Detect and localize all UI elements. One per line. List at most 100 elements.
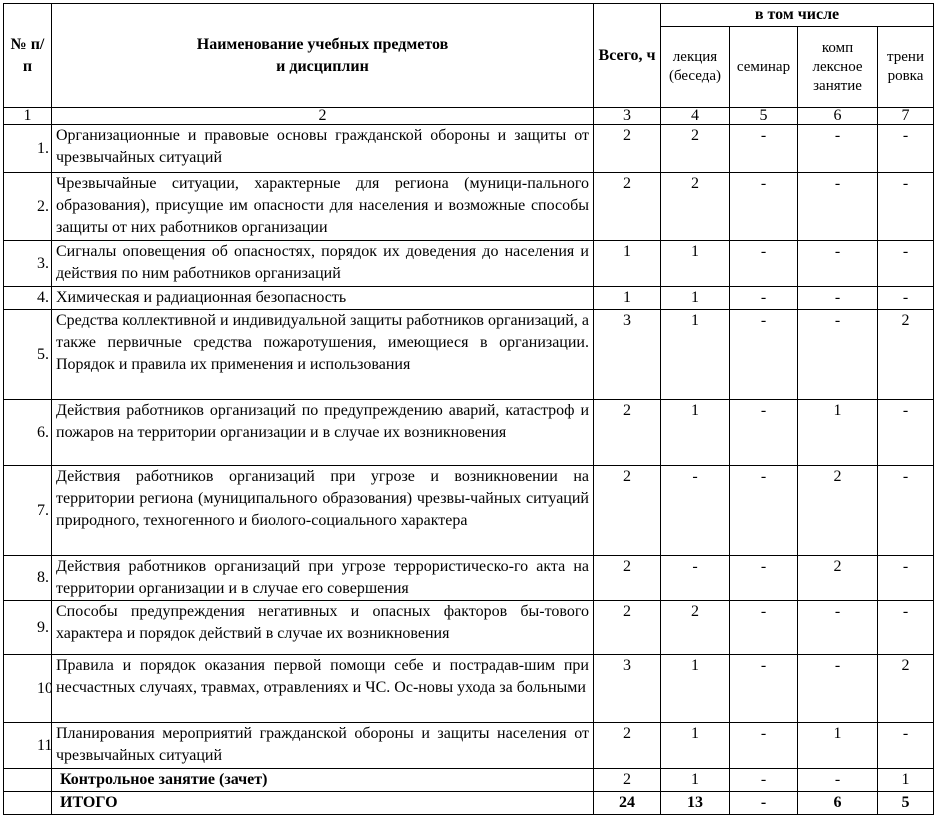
table-row: 2. Чрезвычайные ситуации, характерные для… (3, 172, 934, 241)
table-row: 1. Организационные и правовые основы граж… (3, 124, 934, 173)
row-total: 1 (593, 240, 661, 287)
row-number: 1. (3, 124, 52, 173)
row-total: 2 (593, 555, 661, 601)
header-name: Наименование учебных предметов и дисципли… (51, 3, 594, 108)
table-row: 10.Правила и порядок оказания первой пом… (3, 654, 934, 723)
row-complex: 2 (797, 465, 878, 556)
row-complex: - (797, 124, 878, 173)
row-number: 7. (3, 465, 52, 556)
row-training: - (877, 286, 934, 310)
row-number: 4. (3, 286, 52, 310)
row-seminar: - (729, 600, 798, 655)
row-total: 1 (593, 286, 661, 310)
row-seminar: - (729, 124, 798, 173)
row-training: - (877, 600, 934, 655)
itogo-name: ИТОГО (51, 791, 594, 815)
row-total: 3 (593, 309, 661, 400)
row-lecture: 1 (660, 399, 730, 466)
row-lecture: 2 (660, 124, 730, 173)
header-seminar: семинар (729, 26, 798, 108)
itogo-lecture: 13 (660, 791, 730, 815)
row-name: Средства коллективной и индивидуальной з… (51, 309, 594, 400)
header-total: Всего, ч (593, 3, 661, 108)
control-total: 2 (593, 768, 661, 792)
table-row: 5. Средства коллективной и индивидуальной… (3, 309, 934, 400)
row-seminar: - (729, 240, 798, 287)
control-training: 1 (877, 768, 934, 792)
row-complex: - (797, 654, 878, 723)
row-complex: - (797, 600, 878, 655)
row-name: Чрезвычайные ситуации, характерные для р… (51, 172, 594, 241)
row-number: 11. (3, 722, 52, 769)
row-seminar: - (729, 399, 798, 466)
row-total: 3 (593, 654, 661, 723)
row-complex: - (797, 172, 878, 241)
row-lecture: - (660, 555, 730, 601)
row-training: - (877, 722, 934, 769)
row-total: 2 (593, 124, 661, 173)
row-training: 2 (877, 309, 934, 400)
index-cell: 1 (3, 107, 52, 125)
row-training: - (877, 555, 934, 601)
row-name: Сигналы оповещения об опасностях, порядо… (51, 240, 594, 287)
table-row: 4. Химическая и радиационная безопасность… (3, 286, 934, 310)
row-number: 10. (3, 654, 52, 723)
row-number (3, 768, 52, 792)
itogo-seminar: - (729, 791, 798, 815)
index-cell: 7 (877, 107, 934, 125)
row-number: 9. (3, 600, 52, 655)
row-number: 5. (3, 309, 52, 400)
row-name: Планирования мероприятий гражданской обо… (51, 722, 594, 769)
header-name-line2: и дисциплин (276, 57, 369, 75)
row-number: 2. (3, 172, 52, 241)
header-lecture: лекция (беседа) (660, 26, 730, 108)
row-complex: 1 (797, 399, 878, 466)
row-number: 8. (3, 555, 52, 601)
row-training: - (877, 172, 934, 241)
row-seminar: - (729, 286, 798, 310)
row-name: Действия работников организаций по преду… (51, 399, 594, 466)
row-seminar: - (729, 555, 798, 601)
row-total: 2 (593, 600, 661, 655)
table-row: 3. Сигналы оповещения об опасностях, поря… (3, 240, 934, 287)
row-training: - (877, 240, 934, 287)
row-seminar: - (729, 722, 798, 769)
row-complex: 1 (797, 722, 878, 769)
control-lecture: 1 (660, 768, 730, 792)
index-cell: 6 (797, 107, 878, 125)
row-complex: 2 (797, 555, 878, 601)
row-total: 2 (593, 399, 661, 466)
curriculum-table: № п/п Наименование учебных предметов и ди… (3, 3, 934, 815)
itogo-complex: 6 (797, 791, 878, 815)
index-cell: 3 (593, 107, 661, 125)
row-training: - (877, 124, 934, 173)
row-number: 6. (3, 399, 52, 466)
row-seminar: - (729, 309, 798, 400)
header-num: № п/п (3, 3, 52, 108)
row-lecture: 1 (660, 240, 730, 287)
row-complex: - (797, 286, 878, 310)
itogo-training: 5 (877, 791, 934, 815)
row-number: 3. (3, 240, 52, 287)
row-name: Действия работников организаций при угро… (51, 465, 594, 556)
header-name-line1: Наименование учебных предметов (196, 35, 449, 53)
row-total: 2 (593, 465, 661, 556)
table-row: 9. Способы предупреждения негативных и оп… (3, 600, 934, 655)
control-complex: - (797, 768, 878, 792)
row-training: - (877, 465, 934, 556)
control-seminar: - (729, 768, 798, 792)
row-lecture: 1 (660, 654, 730, 723)
row-complex: - (797, 309, 878, 400)
row-seminar: - (729, 654, 798, 723)
control-row: Контрольное занятие (зачет) 2 1- -1 (3, 768, 934, 792)
row-seminar: - (729, 172, 798, 241)
row-name: Действия работников организаций при угро… (51, 555, 594, 601)
control-name: Контрольное занятие (зачет) (51, 768, 594, 792)
table-row: 11.Планирования мероприятий гражданской … (3, 722, 934, 769)
table-row: 8. Действия работников организаций при уг… (3, 555, 934, 601)
index-cell: 4 (660, 107, 730, 125)
row-total: 2 (593, 172, 661, 241)
table-row: 7. Действия работников организаций при уг… (3, 465, 934, 556)
header-complex: комп лексное занятие (797, 26, 878, 108)
itogo-total: 24 (593, 791, 661, 815)
